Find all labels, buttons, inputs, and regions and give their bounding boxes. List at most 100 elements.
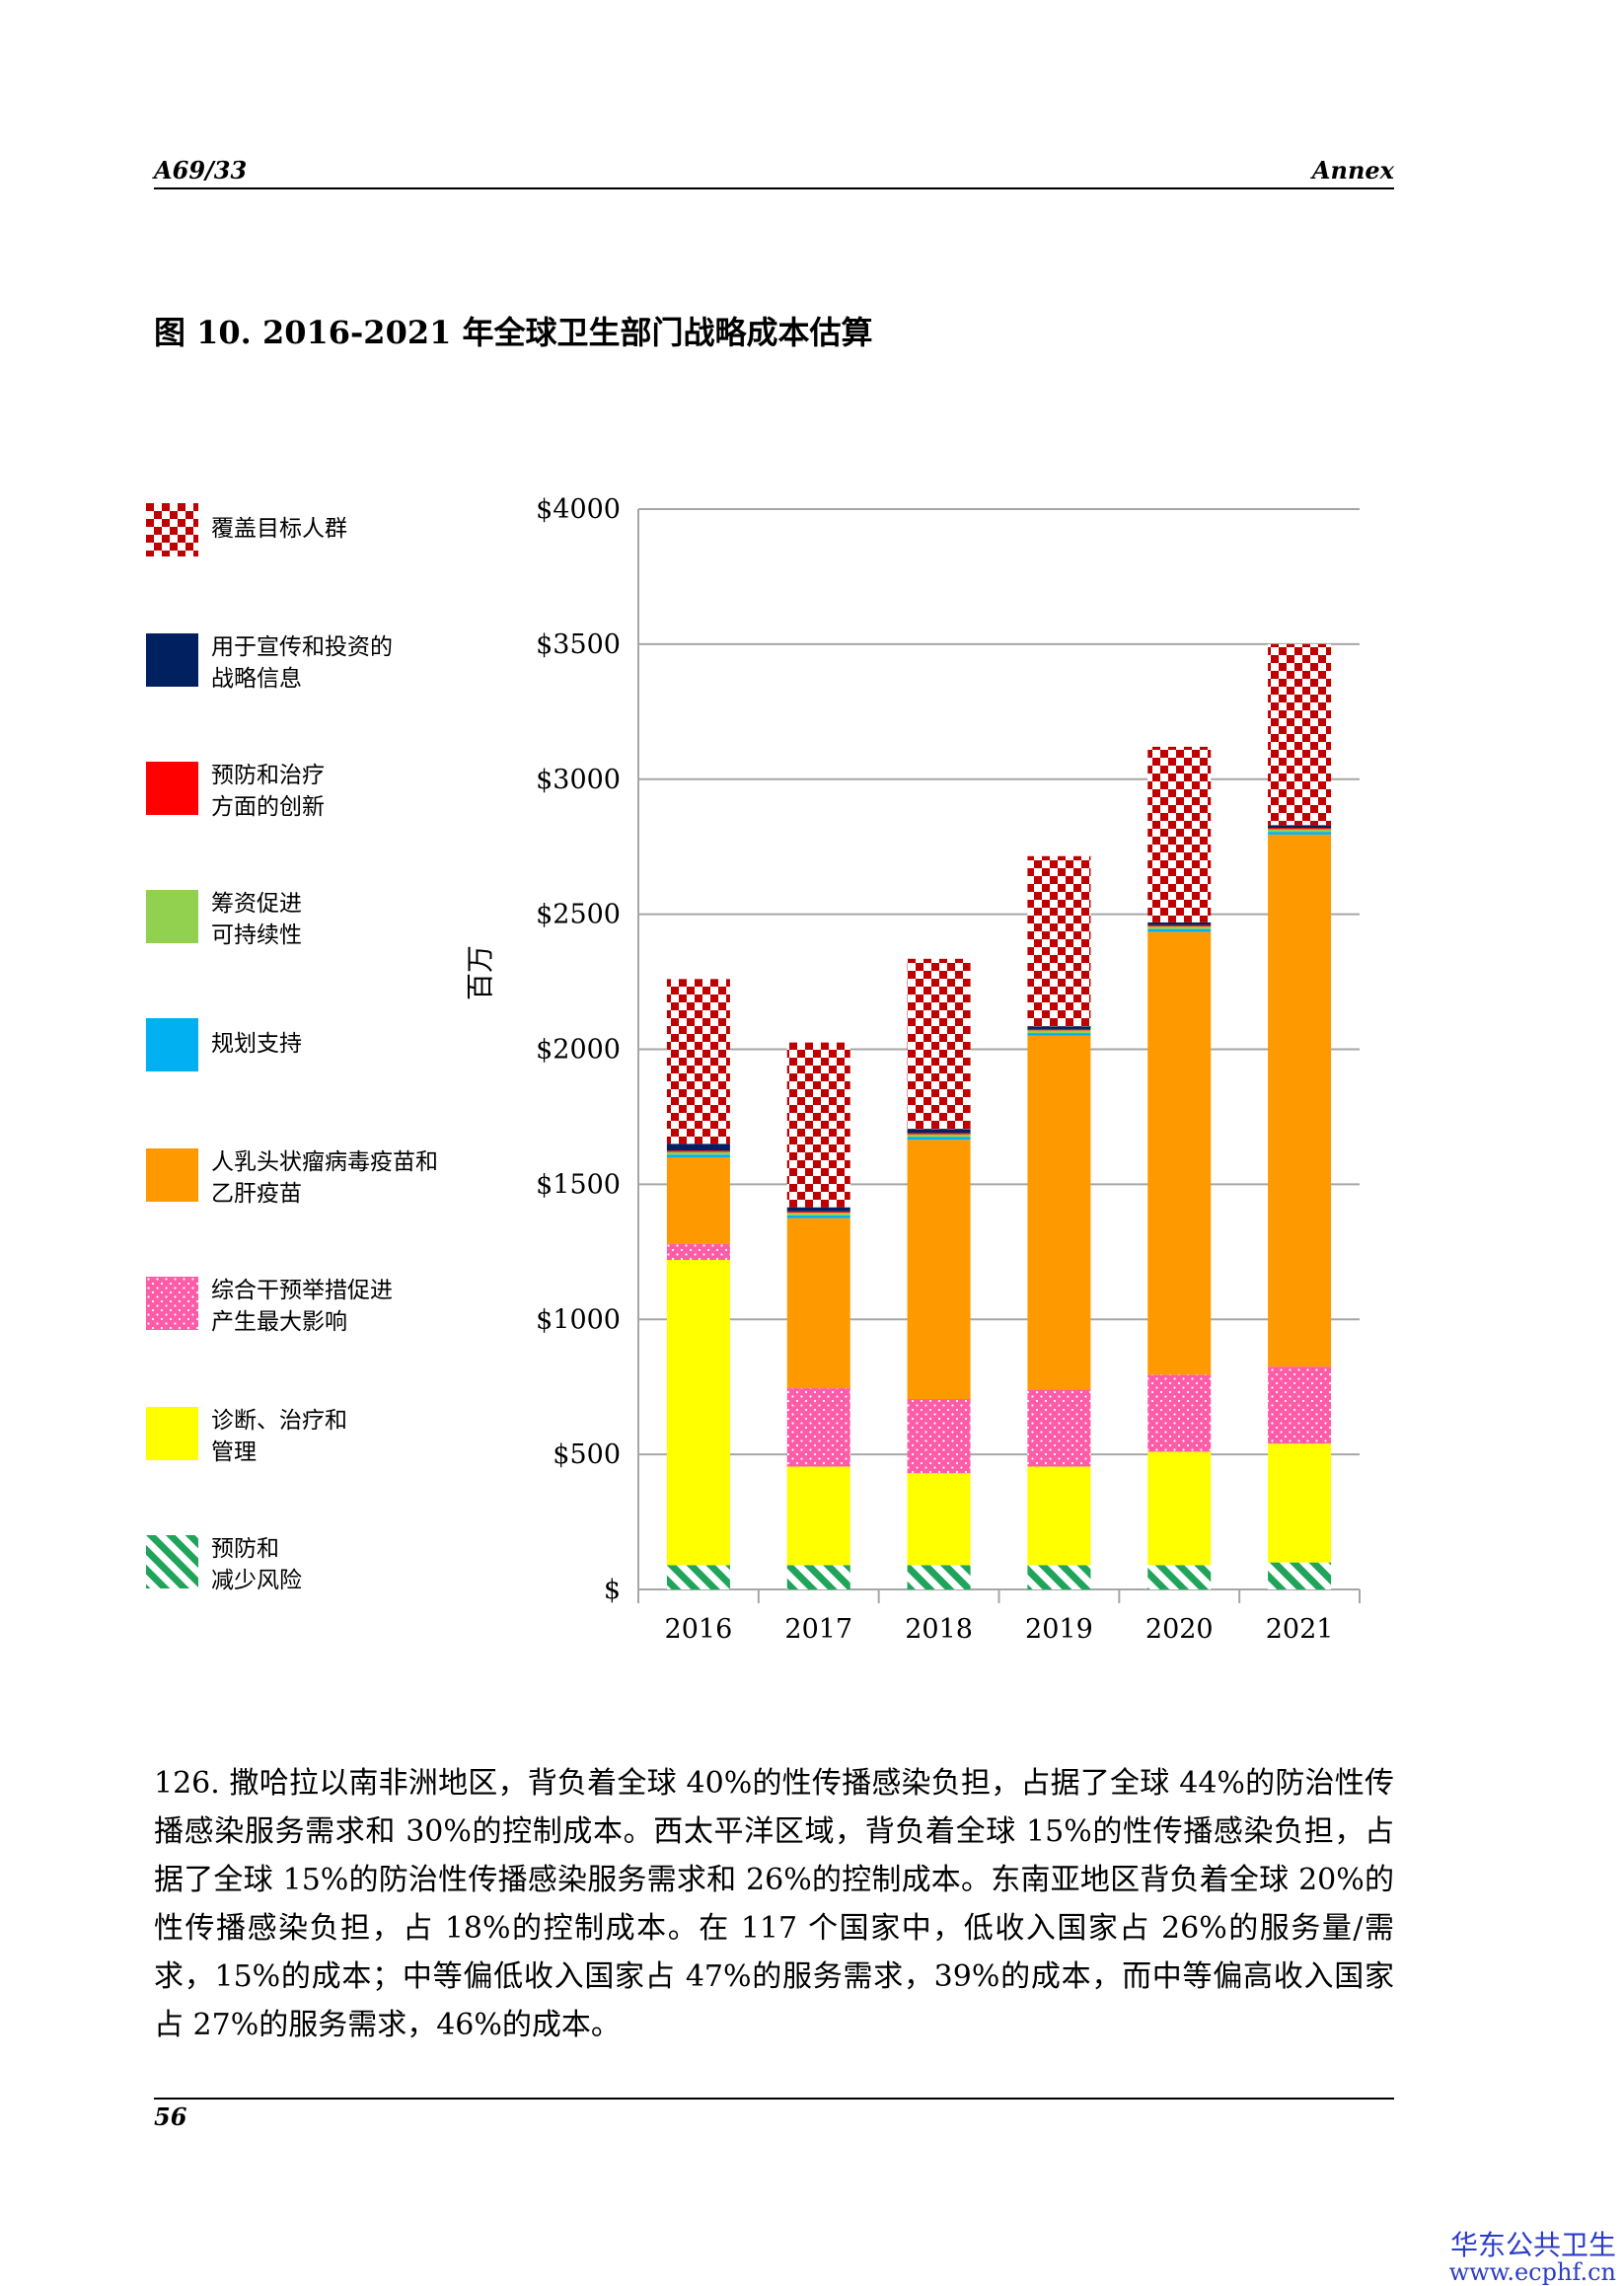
y-tick-label: $4000 bbox=[536, 494, 621, 525]
bar-segment bbox=[666, 1565, 730, 1589]
bar-segment bbox=[666, 979, 730, 1144]
doc-code: A69/33 bbox=[154, 156, 248, 184]
y-tick-label: $1000 bbox=[536, 1304, 621, 1335]
bar-segment bbox=[786, 1217, 850, 1389]
legend-label: 综合干预举措促进 产生最大影响 bbox=[211, 1278, 393, 1335]
bar-segment bbox=[1268, 832, 1332, 835]
bar-segment bbox=[666, 1243, 730, 1261]
bar-segment bbox=[1027, 1033, 1091, 1036]
bar-segment bbox=[1147, 746, 1212, 922]
bar-segment bbox=[1027, 1565, 1091, 1589]
y-tick-label: $2000 bbox=[536, 1035, 621, 1066]
y-tick-label: $1500 bbox=[536, 1169, 621, 1200]
bar-segment bbox=[666, 1151, 730, 1155]
y-tick-label: $500 bbox=[553, 1439, 621, 1470]
legend-item: 用于宣传和投资的 战略信息 bbox=[146, 631, 481, 692]
legend-item: 诊断、治疗和 管理 bbox=[146, 1405, 481, 1465]
bar-segment bbox=[786, 1042, 850, 1208]
watermark-url: www.ecphf.cn bbox=[1448, 2258, 1616, 2286]
bar-segment bbox=[1147, 928, 1212, 932]
bar-segment bbox=[1147, 1565, 1212, 1589]
bar-segment bbox=[1147, 1374, 1212, 1452]
x-tick-label: 2017 bbox=[784, 1614, 852, 1645]
legend-swatch-fill bbox=[146, 890, 198, 943]
legend-item: 综合干预举措促进 产生最大影响 bbox=[146, 1275, 481, 1335]
bar-segment bbox=[1268, 829, 1332, 833]
legend-item: 规划支持 bbox=[146, 1016, 481, 1075]
bar-segment bbox=[786, 1213, 850, 1216]
figure-title: 图 10. 2016-2021 年全球卫生部门战略成本估算 bbox=[154, 314, 873, 351]
bar-segment bbox=[907, 1137, 971, 1141]
legend-swatch-fill bbox=[146, 1018, 198, 1071]
legend-label: 覆盖目标人群 bbox=[211, 516, 347, 542]
legend-swatch bbox=[146, 762, 198, 815]
y-axis-label: 百万 bbox=[464, 945, 496, 1000]
legend-swatch bbox=[146, 1277, 198, 1330]
bar-segment bbox=[786, 1388, 850, 1467]
legend-swatch bbox=[146, 1407, 198, 1460]
legend-swatch-fill bbox=[146, 1148, 198, 1202]
legend-label: 规划支持 bbox=[211, 1031, 302, 1057]
stacked-bar-chart: $ $500 $1000 $1500 $2000 $2500 $3000 $3500 $4000… bbox=[464, 494, 1361, 1645]
bar-segment bbox=[907, 1473, 971, 1566]
legend-swatch-fill bbox=[146, 762, 198, 815]
legend-label: 诊断、治疗和 管理 bbox=[211, 1408, 347, 1465]
legend-label: 预防和 减少风险 bbox=[211, 1536, 302, 1593]
bar-segment bbox=[1268, 825, 1332, 829]
legend-label: 预防和治疗 方面的创新 bbox=[211, 763, 325, 820]
watermark-name: 华东公共卫生 bbox=[1449, 2229, 1616, 2261]
bar-segment bbox=[1027, 1028, 1091, 1031]
bar-segment bbox=[1268, 1562, 1332, 1589]
bar-segment bbox=[1268, 643, 1332, 826]
x-tick-label: 2019 bbox=[1025, 1614, 1093, 1645]
bar-segment bbox=[907, 1134, 971, 1138]
bar-segment bbox=[786, 1466, 850, 1566]
bar-segment bbox=[666, 1157, 730, 1244]
bar-segment bbox=[666, 1260, 730, 1566]
y-tick-label: $ bbox=[604, 1575, 621, 1605]
legend-swatch-fill bbox=[146, 1535, 198, 1588]
bar-segment bbox=[786, 1215, 850, 1218]
bar-segment bbox=[1268, 828, 1332, 830]
legend-swatch-fill bbox=[146, 633, 198, 687]
legend-item: 筹资促进 可持续性 bbox=[146, 888, 481, 948]
bar-segment bbox=[1027, 1030, 1091, 1034]
page-number: 56 bbox=[154, 2102, 187, 2131]
bar-segment bbox=[1027, 855, 1091, 1027]
legend-swatch bbox=[146, 890, 198, 943]
bar-segment bbox=[907, 958, 971, 1130]
legend-label: 筹资促进 可持续性 bbox=[211, 891, 302, 948]
bar-segment bbox=[907, 1129, 971, 1134]
legend-swatch-fill bbox=[146, 503, 198, 556]
bar-segment bbox=[666, 1143, 730, 1151]
bar-segment bbox=[1147, 925, 1212, 929]
footer-rule bbox=[154, 2098, 1394, 2100]
bar-segment bbox=[1147, 922, 1212, 925]
bar-segment bbox=[666, 1150, 730, 1152]
legend-swatch-fill bbox=[146, 1407, 198, 1460]
y-tick-label: $3000 bbox=[536, 765, 621, 795]
bar-segment bbox=[1027, 1035, 1091, 1390]
bar-segment bbox=[907, 1133, 971, 1135]
legend-swatch bbox=[146, 1018, 198, 1071]
bar-segment bbox=[786, 1211, 850, 1214]
bar-segment bbox=[786, 1207, 850, 1212]
bar-segment bbox=[907, 1399, 971, 1474]
bar-segment bbox=[666, 1154, 730, 1157]
legend-swatch-fill bbox=[146, 1277, 198, 1330]
x-tick-label: 2016 bbox=[665, 1614, 733, 1645]
legend-swatch bbox=[146, 503, 198, 556]
legend-label: 用于宣传和投资的 战略信息 bbox=[211, 634, 393, 692]
bar-segment bbox=[1268, 834, 1332, 1367]
legend-item: 人乳头状瘤病毒疫苗和 乙肝疫苗 bbox=[146, 1146, 481, 1207]
x-tick-label: 2018 bbox=[905, 1614, 973, 1645]
x-tick-label: 2020 bbox=[1145, 1614, 1214, 1645]
bar-segment bbox=[1147, 931, 1212, 1375]
x-tick-label: 2021 bbox=[1266, 1614, 1334, 1645]
legend-swatch bbox=[146, 633, 198, 687]
bar-segment bbox=[1027, 1389, 1091, 1467]
bar-segment bbox=[1147, 1451, 1212, 1566]
header-rule bbox=[154, 187, 1394, 189]
legend-item: 预防和治疗 方面的创新 bbox=[146, 760, 481, 820]
bar-segment bbox=[1268, 1366, 1332, 1444]
